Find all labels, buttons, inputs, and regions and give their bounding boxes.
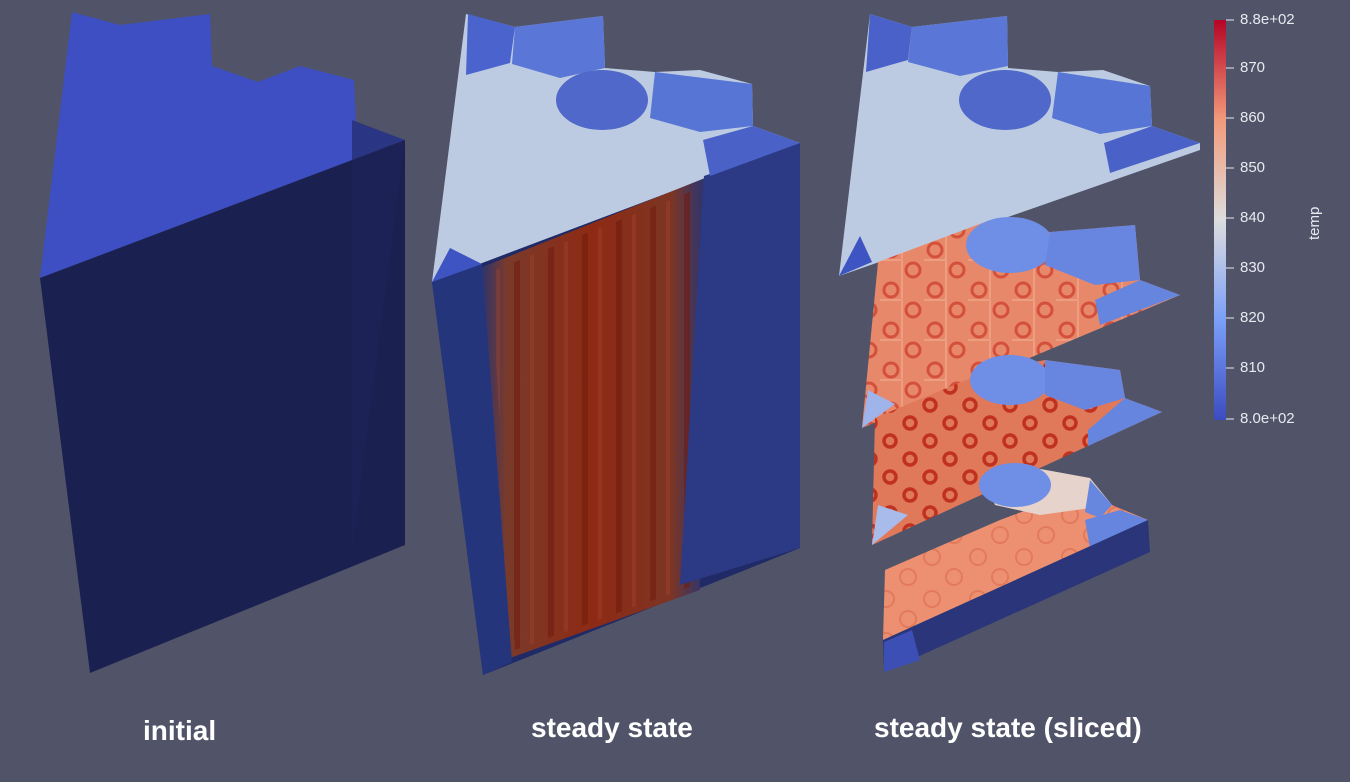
steady-hex-1 [466,14,515,75]
colorbar-label-870: 870 [1240,59,1266,76]
caption-initial: initial [143,715,217,746]
colorbar-label-min: 8.0e+02 [1240,410,1295,427]
initial-side-face [352,120,405,550]
initial-front-face [40,140,405,673]
steady-left-band [432,264,512,675]
sliced-stack [839,14,1200,672]
colorbar [1214,19,1234,420]
slice-4 [883,463,1150,672]
colorbar-label-830: 830 [1240,259,1266,276]
caption-steady-state: steady state [531,712,693,743]
slice-2 [862,217,1180,428]
colorbar-label-850: 850 [1240,159,1266,176]
steady-core-stripes [490,188,700,650]
slice-1 [839,14,1200,276]
colorbar-gradient [1214,20,1226,420]
caption-steady-state-sliced: steady state (sliced) [874,712,1142,743]
colorbar-ticks [1226,19,1234,420]
colorbar-label-810: 810 [1240,359,1266,376]
initial-top-face [40,12,405,278]
colorbar-label-840: 840 [1240,209,1266,226]
colorbar-label-860: 860 [1240,109,1266,126]
steady-hex-5 [703,126,800,176]
colorbar-title: temp [1306,206,1323,240]
steady-hex-6 [432,248,482,282]
steady-block [432,14,800,675]
steady-hex-3 [556,70,648,130]
steady-hex-4 [650,72,753,132]
slice-3 [872,355,1162,545]
initial-block [40,12,405,673]
steady-right-band [680,143,800,585]
steady-hex-2 [512,16,605,78]
colorbar-label-820: 820 [1240,309,1266,326]
colorbar-label-max: 8.8e+02 [1240,11,1295,28]
